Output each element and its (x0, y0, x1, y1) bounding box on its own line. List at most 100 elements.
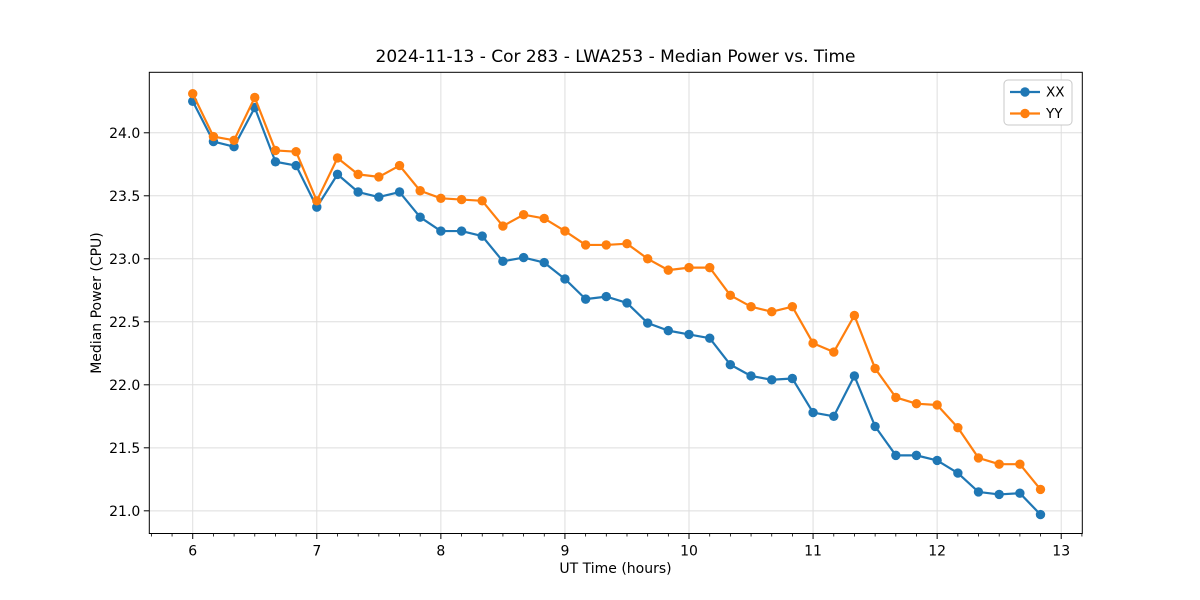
x-axis-label: UT Time (hours) (559, 561, 672, 577)
x-tick-label: 7 (312, 544, 321, 560)
data-point-YY (394, 160, 405, 171)
y-tick-label: 22.5 (109, 315, 140, 331)
data-point-XX (870, 421, 880, 432)
data-point-XX (270, 157, 281, 167)
data-point-XX (560, 274, 570, 284)
data-point-YY (580, 240, 591, 250)
data-point-YY (953, 422, 963, 433)
series-XX (188, 96, 1046, 520)
data-point-YY (188, 89, 198, 99)
data-point-XX (539, 257, 549, 268)
data-point-YY (456, 194, 467, 205)
gridlines (149, 72, 1083, 534)
data-point-YY (973, 453, 984, 463)
data-point-YY (684, 262, 694, 273)
data-point-XX (829, 411, 839, 422)
data-point-XX (684, 329, 694, 340)
data-point-XX (953, 468, 963, 478)
data-point-XX (663, 325, 673, 336)
series-line-YY (191, 92, 1042, 491)
data-point-YY (808, 338, 818, 348)
x-tick-label: 6 (188, 544, 197, 560)
data-point-XX (477, 231, 487, 241)
data-point-XX (746, 371, 756, 381)
data-point-XX (601, 291, 611, 302)
data-point-YY (436, 193, 446, 204)
chart-title: 2024-11-13 - Cor 283 - LWA253 - Median P… (375, 47, 856, 67)
legend-label: XX (1046, 85, 1065, 101)
data-point-YY (312, 196, 322, 206)
x-tick-label: 11 (804, 544, 822, 560)
data-point-XX (518, 252, 529, 263)
data-point-XX (849, 371, 860, 381)
data-point-YY (229, 135, 239, 146)
data-point-YY (374, 172, 384, 182)
data-point-YY (560, 226, 570, 236)
data-point-XX (332, 169, 343, 180)
data-point-YY (1015, 459, 1025, 469)
data-point-YY (270, 145, 281, 156)
x-tick-label: 8 (436, 544, 445, 560)
data-point-XX (705, 333, 715, 343)
data-point-XX (973, 487, 984, 497)
data-point-YY (250, 92, 260, 103)
data-point-YY (518, 209, 529, 220)
data-point-XX (787, 373, 798, 384)
data-point-YY (994, 459, 1004, 469)
data-point-XX (767, 375, 777, 385)
data-point-XX (436, 226, 446, 236)
data-point-XX (291, 160, 301, 171)
data-point-YY (870, 363, 880, 374)
data-point-YY (663, 265, 673, 275)
y-axis-label: Median Power (CPU) (89, 232, 105, 374)
data-point-XX (642, 318, 653, 328)
data-point-XX (932, 455, 942, 466)
data-point-XX (994, 489, 1004, 500)
data-point-YY (642, 254, 653, 264)
data-point-XX (415, 212, 425, 222)
tick-labels: 6 7 8 9 10 11 12 13 21.0 21.5 22.0 22.5 23.0 23.5 24.0 (109, 126, 1070, 560)
data-point-YY (829, 347, 839, 357)
data-point-XX (725, 359, 736, 370)
data-point-YY (601, 240, 611, 250)
data-point-YY (891, 392, 901, 403)
data-point-XX (456, 226, 467, 236)
x-tick-label: 10 (680, 544, 698, 560)
data-point-XX (1035, 509, 1046, 520)
data-point-YY (291, 146, 301, 157)
data-point-YY (911, 399, 922, 409)
data-point-YY (746, 301, 756, 312)
x-tick-label: 12 (928, 544, 946, 560)
legend-marker (1020, 87, 1030, 97)
data-point-XX (891, 450, 901, 461)
ticks (143, 132, 1083, 539)
data-point-YY (332, 153, 343, 163)
data-point-XX (622, 298, 632, 308)
data-point-YY (477, 196, 487, 206)
data-point-YY (725, 290, 736, 301)
legend: XX YY (1003, 79, 1073, 126)
data-point-XX (498, 256, 508, 267)
data-point-YY (208, 131, 219, 142)
legend-marker (1020, 108, 1030, 119)
x-tick-label: 9 (560, 544, 569, 560)
data-point-YY (498, 221, 508, 231)
x-tick-label: 13 (1052, 544, 1070, 560)
data-point-YY (1035, 484, 1046, 495)
data-point-XX (911, 450, 922, 461)
data-point-XX (580, 294, 591, 304)
data-point-YY (849, 310, 860, 321)
data-point-YY (767, 307, 777, 317)
data-point-XX (394, 187, 405, 197)
y-tick-label: 23.0 (109, 252, 140, 268)
y-tick-label: 24.0 (109, 126, 140, 142)
data-point-XX (374, 192, 384, 202)
data-point-XX (808, 407, 818, 418)
y-tick-label: 21.5 (109, 441, 140, 457)
series-YY (188, 89, 1046, 495)
data-point-XX (353, 187, 363, 197)
y-tick-label: 23.5 (109, 189, 140, 205)
legend-label: YY (1045, 106, 1063, 122)
data-point-XX (1015, 488, 1025, 498)
